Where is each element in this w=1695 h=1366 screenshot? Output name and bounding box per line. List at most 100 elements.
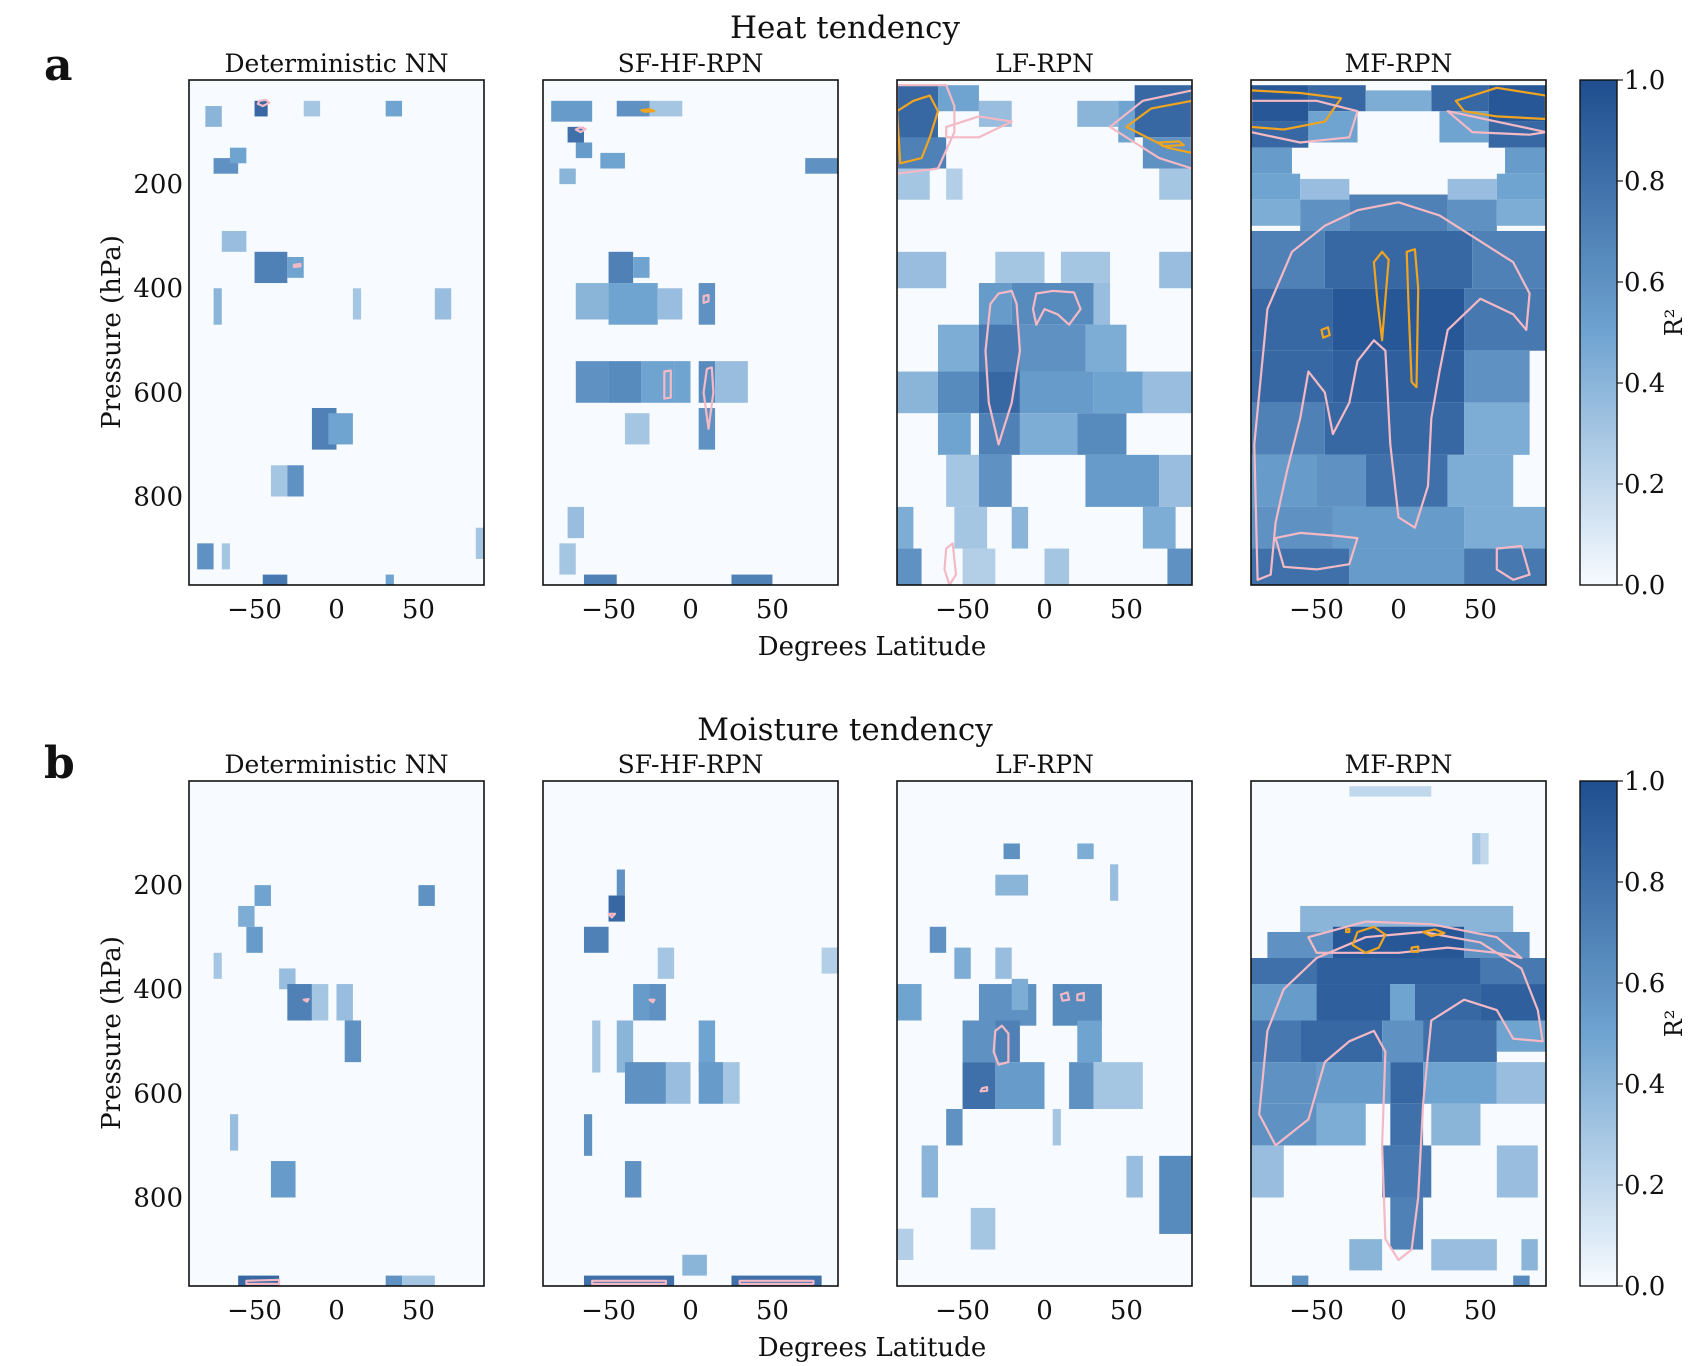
- contour-pink: [663, 369, 672, 400]
- colorbar: 0.0 0.2 0.4 0.6 0.8 1.0 R²: [1579, 767, 1688, 1302]
- x-tick-label: −50: [1289, 595, 1344, 625]
- panel-frame: [188, 79, 485, 586]
- heatmap-cell: [221, 230, 247, 252]
- heatmap-cell: [897, 1228, 914, 1260]
- heatmap-cell: [1496, 199, 1546, 226]
- heatmap-cell: [1019, 371, 1094, 414]
- contour-pink: [1495, 544, 1531, 581]
- x-axis-label: Degrees Latitude: [758, 632, 986, 662]
- heatmap-panel: SF-HF-RPN −50 0 50: [542, 49, 839, 625]
- heatmap-cell: [1324, 230, 1473, 289]
- heatmap-cell: [1464, 548, 1546, 585]
- heatmap-cell: [1496, 173, 1546, 200]
- heatmap-cell: [995, 874, 1029, 896]
- heatmap-cell: [1251, 1145, 1284, 1198]
- contour-orange: [897, 94, 940, 165]
- heatmap-cell: [1390, 984, 1415, 1021]
- colorbar-tick-label: 0.6: [1624, 969, 1665, 999]
- contour-pink: [702, 366, 715, 430]
- heatmap-cell: [1142, 506, 1176, 549]
- heatmap-cell: [649, 100, 683, 117]
- contour-pink: [574, 126, 587, 134]
- panel-background: [189, 80, 484, 585]
- heatmap-cell: [254, 251, 288, 284]
- x-tick-label: 50: [1464, 595, 1497, 625]
- heatmap-cell: [1447, 454, 1514, 507]
- contour-pink: [256, 98, 271, 108]
- heatmap-cell: [897, 548, 922, 585]
- contour-pink: [897, 84, 956, 175]
- heatmap-cell: [937, 324, 979, 372]
- heatmap-cell: [937, 371, 979, 414]
- panel-background: [897, 781, 1192, 1286]
- heatmap-cell: [1349, 786, 1432, 797]
- contour-pink: [702, 293, 710, 304]
- heatmap-cell: [624, 1062, 666, 1104]
- heatmap-cell: [1316, 958, 1481, 985]
- colorbar-tick-label: 0.6: [1624, 268, 1665, 298]
- heatmap-cells: [897, 843, 1192, 1260]
- y-tick-label: 400: [133, 274, 183, 304]
- heatmap-panel: Deterministic NN −50 0 50 200 400 600 800: [133, 49, 485, 625]
- heatmap-cell: [418, 885, 435, 906]
- contour-pink: [648, 998, 656, 1004]
- heatmap-panel: MF-RPN −50 0 50: [1250, 49, 1547, 625]
- heatmap-cell: [1011, 506, 1029, 549]
- heatmap-cell: [731, 574, 773, 585]
- heatmap-cell: [897, 984, 922, 1021]
- heatmap-cell: [805, 158, 838, 174]
- heatmap-cell: [1077, 413, 1127, 455]
- heatmap-cell: [633, 257, 650, 278]
- heatmap-cell: [1011, 978, 1029, 1011]
- heatmap-cell: [929, 926, 947, 953]
- heatmap-cell: [624, 413, 650, 445]
- heatmap-cell: [995, 947, 1012, 979]
- contour-pink: [1251, 99, 1359, 144]
- heatmap-cell: [1085, 324, 1127, 372]
- contour-orange: [1320, 326, 1331, 339]
- heatmap-cell: [657, 947, 675, 979]
- heatmap-cell: [1251, 1020, 1301, 1063]
- contours: [1258, 920, 1544, 1262]
- panel-background: [189, 781, 484, 1286]
- panel-title: Deterministic NN: [225, 750, 449, 779]
- heatmap-cell: [715, 361, 748, 403]
- contour-orange: [1421, 928, 1446, 938]
- contour-pink: [1076, 991, 1085, 1002]
- y-tick-label: 800: [133, 482, 183, 512]
- heatmap-cell: [583, 574, 617, 585]
- heatmap-cell: [1316, 1062, 1391, 1104]
- colorbar-tick-label: 0.8: [1624, 167, 1665, 197]
- heatmap-cell: [1251, 147, 1292, 174]
- heatmap-cell: [1167, 548, 1192, 585]
- heatmap-cell: [1349, 1239, 1383, 1271]
- contour-orange: [640, 108, 656, 113]
- heatmap-cell: [1390, 1062, 1424, 1104]
- heatmap-cell: [1505, 147, 1546, 174]
- heatmap-cell: [665, 1062, 691, 1104]
- heatmap-cell: [262, 574, 288, 585]
- heatmap-cell: [583, 1114, 593, 1156]
- heatmap-cell: [1496, 1145, 1538, 1198]
- panel-background: [543, 781, 838, 1286]
- heatmap-cell: [1464, 402, 1530, 455]
- heatmap-panel: Deterministic NN −50 0 50 200 400 600 800: [133, 750, 485, 1326]
- contour-pink: [738, 1279, 815, 1286]
- contour-pink: [943, 542, 958, 585]
- heatmap-cell: [303, 100, 321, 117]
- heatmap-cell: [475, 527, 484, 559]
- heatmap-cell: [657, 288, 683, 320]
- contour-pink: [302, 997, 310, 1003]
- heatmap-cell: [1300, 1020, 1383, 1063]
- heatmap-cell: [1052, 984, 1102, 1026]
- heatmap-cell: [1077, 1020, 1102, 1063]
- heatmap-cell: [385, 1275, 403, 1286]
- heatmap-cell: [1349, 548, 1465, 585]
- heatmap-cell: [254, 885, 271, 906]
- heatmap-cell: [559, 168, 576, 185]
- x-tick-label: 50: [756, 1296, 789, 1326]
- heatmap-cell: [1431, 1239, 1497, 1271]
- heatmap-cell: [575, 361, 609, 403]
- heatmap-cell: [270, 465, 288, 497]
- heatmap-cell: [1291, 1275, 1309, 1286]
